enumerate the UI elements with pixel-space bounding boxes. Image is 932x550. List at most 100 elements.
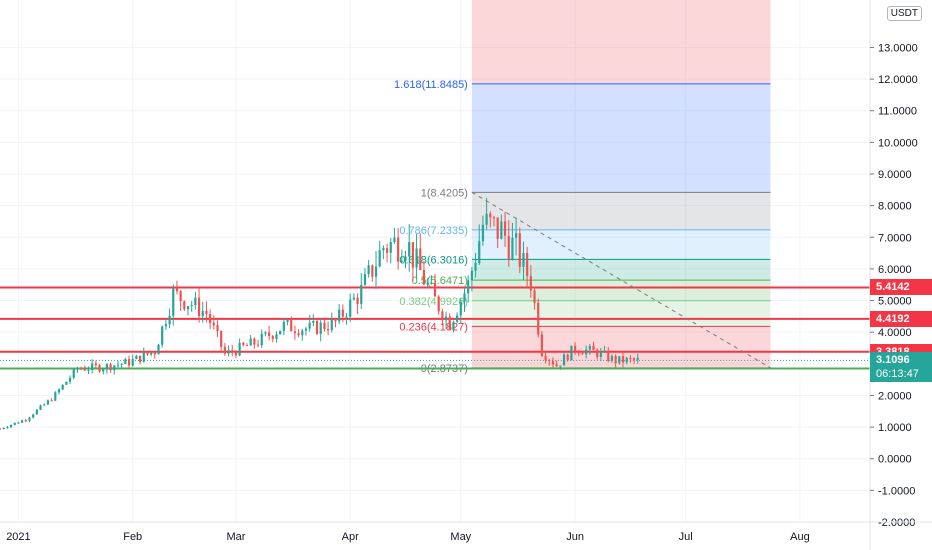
candle-body <box>290 319 293 332</box>
candle-body <box>577 351 580 354</box>
fib-level-label: 1(8.4205) <box>421 187 468 199</box>
currency-label[interactable]: USDT <box>886 6 922 21</box>
candle-body <box>470 270 473 281</box>
candle-body <box>238 342 241 356</box>
candle-body <box>205 310 208 314</box>
candle-body <box>632 358 636 360</box>
candle-body <box>201 310 204 317</box>
level-price-tag[interactable]: 5.4142 <box>870 279 932 296</box>
candle-body <box>533 290 536 303</box>
candle-body <box>164 324 167 327</box>
candle-body <box>323 322 326 330</box>
candle-body <box>190 305 193 307</box>
candle-body <box>79 368 83 370</box>
fibonacci-levels: 0(2.8737)0.236(4.1827)0.382(4.9926)0.5(5… <box>394 79 771 375</box>
candle-body <box>175 288 179 292</box>
candle-body <box>131 359 134 366</box>
horizontal-levels[interactable] <box>0 286 870 370</box>
candle-body <box>614 356 617 364</box>
fib-zone <box>471 280 771 301</box>
current-price-tag[interactable]: 3.1096 06:13:47 <box>870 352 932 383</box>
candle-body <box>389 242 392 253</box>
candle-body <box>363 274 367 285</box>
fib-zone <box>471 83 771 193</box>
candle-body <box>0 428 2 430</box>
candle-body <box>87 369 90 371</box>
candle-body <box>599 351 602 357</box>
candle-body <box>463 293 466 302</box>
candle-body <box>518 233 521 267</box>
candle-body <box>21 420 24 423</box>
candle-body <box>400 260 403 262</box>
candle-body <box>135 355 138 360</box>
candle-body <box>341 309 344 317</box>
candle-body <box>157 344 160 355</box>
candle-body <box>356 297 359 304</box>
candle-body <box>437 296 440 312</box>
candle-body <box>72 369 75 378</box>
time-tick-label: Aug <box>790 531 810 543</box>
candle-body <box>514 233 518 238</box>
candle-body <box>105 364 109 370</box>
time-tick-label: Feb <box>123 531 142 543</box>
candle-body <box>98 365 101 372</box>
fib-zone <box>471 229 771 260</box>
candle-body <box>349 299 352 317</box>
candle-body <box>127 359 131 366</box>
candle-body <box>607 350 610 361</box>
candle-body <box>411 242 414 268</box>
candle-body <box>444 316 448 321</box>
candle-body <box>6 427 9 429</box>
time-axis[interactable]: 2021 Feb Mar Apr May Jun Jul Aug <box>0 521 932 543</box>
price-tick-label: 2.0000 <box>878 390 912 402</box>
candle-body <box>186 306 190 310</box>
level-price-tag[interactable]: 4.4192 <box>870 310 932 327</box>
price-tick-label: 8.0000 <box>878 201 912 213</box>
candle-body <box>253 338 256 345</box>
fib-level-label: 0.382(4.9926) <box>399 296 468 308</box>
candle-body <box>43 404 46 406</box>
candle-body <box>360 284 363 304</box>
candle-body <box>496 217 499 239</box>
candle-body <box>588 345 591 350</box>
candle-body <box>408 242 411 257</box>
candle-body <box>367 265 370 275</box>
candle-body <box>551 360 555 365</box>
price-tick-label: -1.0000 <box>878 485 915 497</box>
candle-body <box>17 422 20 424</box>
candle-body <box>459 301 462 316</box>
candle-body <box>231 350 234 353</box>
candle-body <box>433 282 437 297</box>
price-tick-label: 5.0000 <box>878 296 912 308</box>
price-tick-label: 12.0000 <box>878 74 918 86</box>
candle-body <box>109 364 112 371</box>
candle-body <box>581 353 584 355</box>
candle-body <box>474 263 477 271</box>
candle-body <box>301 330 304 336</box>
price-tick-label: 7.0000 <box>878 232 912 244</box>
candle-body <box>35 409 38 415</box>
candle-body <box>32 414 35 418</box>
candle-body <box>456 315 459 322</box>
candle-body <box>555 364 558 367</box>
candle-body <box>489 213 492 218</box>
candle-body <box>537 302 540 335</box>
candle-body <box>500 221 503 239</box>
candle-body <box>113 365 116 371</box>
candle-body <box>146 352 149 355</box>
candle-body <box>102 369 105 372</box>
candle-body <box>371 265 374 277</box>
price-axis[interactable]: -2.0000-1.00000.00001.00002.00003.00004.… <box>869 0 918 550</box>
candle-body <box>282 321 285 331</box>
candle-body <box>28 417 31 421</box>
candle-body <box>120 363 123 365</box>
price-tick-label: 13.0000 <box>878 42 918 54</box>
time-tick-label: May <box>450 531 471 543</box>
candle-body <box>492 217 496 219</box>
time-tick-label: Apr <box>342 531 359 543</box>
candle-body <box>94 363 97 366</box>
candle-body <box>636 357 639 360</box>
fib-zone <box>471 326 771 368</box>
candle-body <box>13 422 16 425</box>
